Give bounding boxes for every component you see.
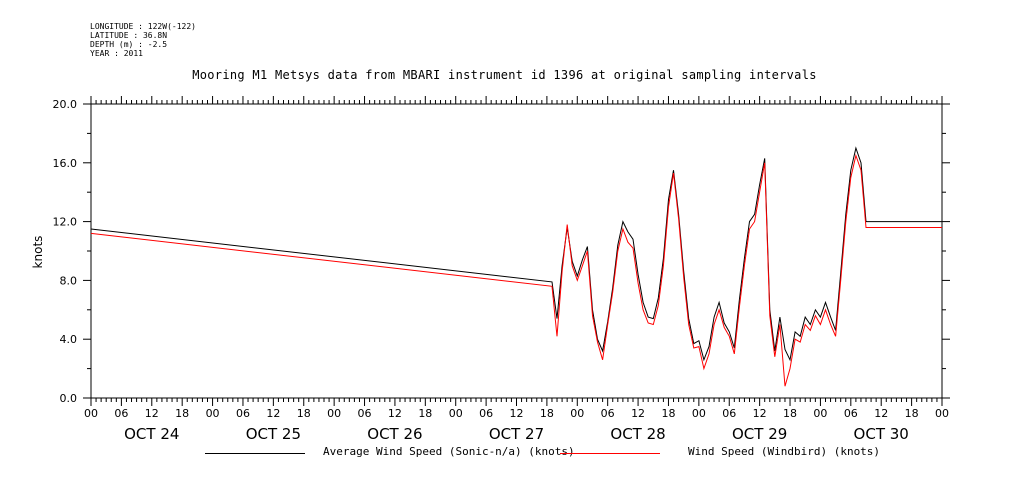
x-hour-label: 00 <box>449 407 463 420</box>
x-hour-label: 06 <box>236 407 250 420</box>
x-hour-label: 18 <box>418 407 432 420</box>
x-hour-label: 12 <box>874 407 888 420</box>
y-axis-label: knots <box>31 236 45 269</box>
x-hour-label: 18 <box>175 407 189 420</box>
x-hour-label: 06 <box>601 407 615 420</box>
latitude-label: LATITUDE : 36.8N <box>90 31 168 40</box>
x-day-label: OCT 26 <box>367 425 422 443</box>
y-tick-label: 12.0 <box>53 216 78 229</box>
series-line-sonic <box>90 146 942 362</box>
legend-line-black <box>205 453 305 454</box>
x-day-label: OCT 29 <box>732 425 787 443</box>
y-tick-label: 0.0 <box>60 392 78 405</box>
x-hour-label: 06 <box>114 407 128 420</box>
y-tick-label: 16.0 <box>53 157 78 170</box>
series-line-windbird <box>90 153 942 387</box>
x-hour-label: 18 <box>540 407 554 420</box>
x-hour-label: 12 <box>145 407 159 420</box>
x-hour-label: 06 <box>479 407 493 420</box>
legend: Average Wind Speed (Sonic-n/a) (knots) W… <box>0 445 1009 465</box>
x-day-label: OCT 28 <box>610 425 665 443</box>
x-day-label: OCT 27 <box>489 425 544 443</box>
x-day-label: OCT 30 <box>854 425 909 443</box>
x-hour-label: 18 <box>661 407 675 420</box>
x-hour-label: 18 <box>905 407 919 420</box>
chart-axes <box>90 103 943 399</box>
year-label: YEAR : 2011 <box>90 49 143 58</box>
x-hour-label: 12 <box>753 407 767 420</box>
y-tick-label: 8.0 <box>60 274 78 287</box>
x-hour-label: 06 <box>844 407 858 420</box>
depth-label: DEPTH (m) : -2.5 <box>90 40 168 49</box>
legend-label-sonic: Average Wind Speed (Sonic-n/a) (knots) <box>323 445 575 458</box>
legend-label-windbird: Wind Speed (Windbird) (knots) <box>688 445 881 458</box>
x-hour-label: 12 <box>631 407 645 420</box>
y-tick-label: 4.0 <box>60 333 78 346</box>
x-hour-label: 00 <box>692 407 706 420</box>
x-hour-label: 12 <box>388 407 402 420</box>
x-hour-label: 00 <box>206 407 220 420</box>
plot-frame <box>90 103 943 399</box>
x-hour-label: 06 <box>358 407 372 420</box>
chart-series <box>90 146 942 387</box>
y-tick-label: 20.0 <box>53 98 78 111</box>
x-hour-label: 18 <box>783 407 797 420</box>
x-hour-label: 06 <box>722 407 736 420</box>
x-hour-label: 00 <box>570 407 584 420</box>
longitude-label: LONGITUDE : 122W(-122) <box>90 22 196 31</box>
legend-line-red <box>560 453 660 454</box>
chart-title: Mooring M1 Metsys data from MBARI instru… <box>192 68 817 82</box>
x-hour-label: 00 <box>327 407 341 420</box>
x-hour-label: 00 <box>813 407 827 420</box>
x-hour-label: 12 <box>510 407 524 420</box>
x-day-label: OCT 24 <box>124 425 179 443</box>
x-hour-label: 18 <box>297 407 311 420</box>
x-day-label: OCT 25 <box>246 425 301 443</box>
metadata-block: LONGITUDE : 122W(-122) LATITUDE : 36.8N … <box>90 22 196 58</box>
x-hour-label: 00 <box>935 407 949 420</box>
x-hour-label: 00 <box>84 407 98 420</box>
x-hour-label: 12 <box>266 407 280 420</box>
chart-ticks: 0.0 4.0 8.0 12.0 16.0 20.0 00 06 12 18 00 06 12 18 00 0… <box>53 96 950 443</box>
